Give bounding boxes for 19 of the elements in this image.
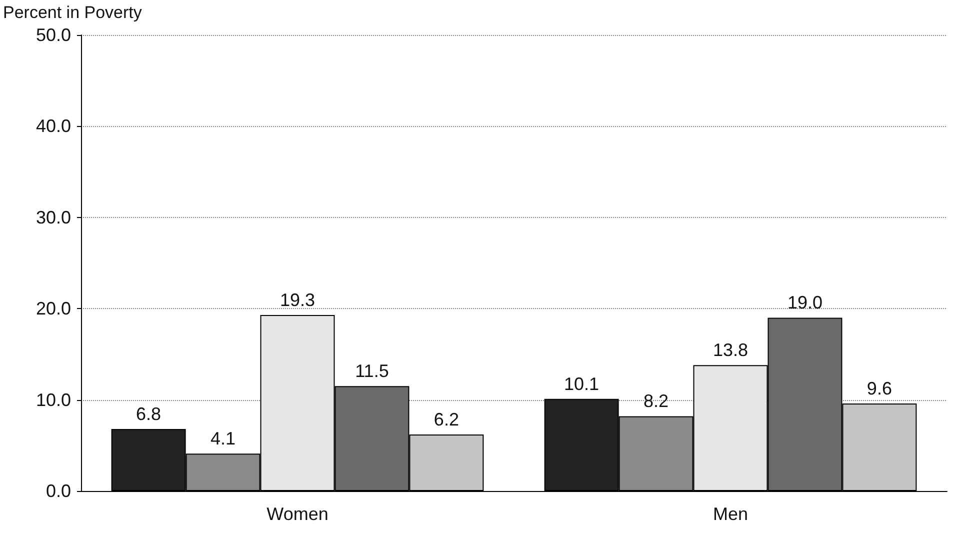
data-label: 19.3 [280, 290, 316, 310]
data-label: 6.2 [434, 409, 459, 430]
data-label: 6.8 [136, 404, 162, 424]
y-tick-label: 0.0 [46, 481, 71, 501]
y-tick-label: 40.0 [36, 116, 71, 136]
y-tick-label: 20.0 [36, 298, 71, 319]
y-axis-title: Percent in Poverty [3, 3, 142, 22]
x-tick-label: Men [712, 504, 748, 524]
y-tick-label: 30.0 [36, 207, 71, 228]
data-label: 8.2 [644, 391, 669, 412]
data-label: 9.6 [866, 378, 892, 398]
data-label: 13.8 [712, 340, 748, 360]
data-label: 10.1 [564, 374, 600, 394]
x-tick-label: Women [266, 504, 328, 524]
data-label: 11.5 [355, 361, 389, 382]
y-tick-label: 10.0 [36, 390, 71, 410]
data-label: 4.1 [210, 428, 236, 449]
y-tick-label: 50.0 [36, 25, 71, 45]
data-label: 19.0 [787, 292, 822, 313]
